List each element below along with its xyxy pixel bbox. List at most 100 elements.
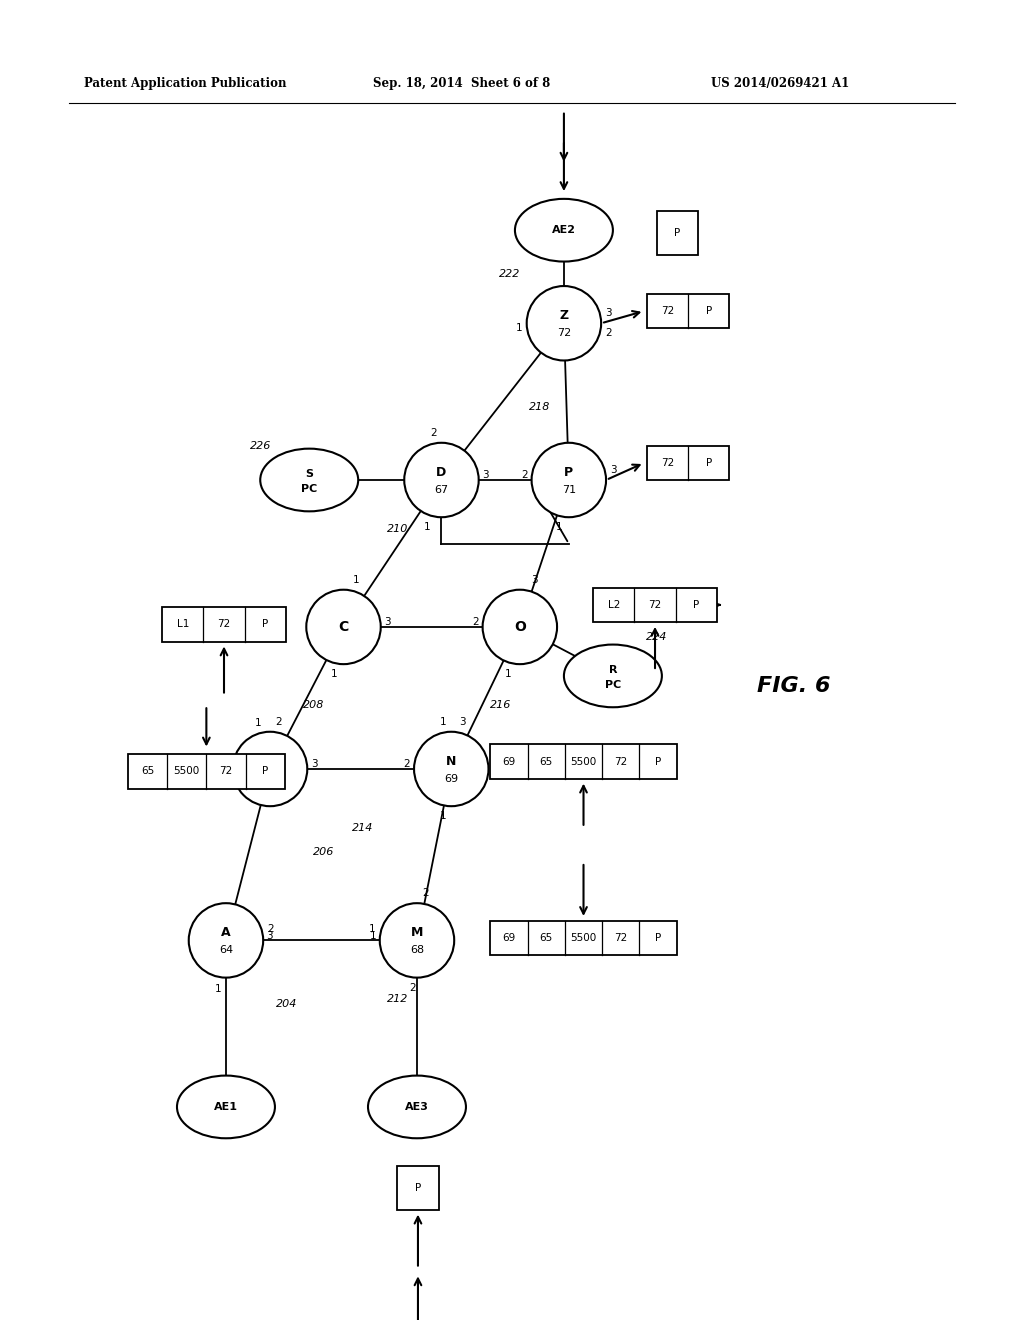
Text: 72: 72	[648, 599, 662, 610]
Text: 68: 68	[410, 945, 424, 956]
Text: 1: 1	[255, 718, 261, 727]
Text: AE3: AE3	[406, 1102, 429, 1111]
Text: P: P	[262, 619, 268, 630]
Text: 1: 1	[215, 983, 221, 994]
Text: 206: 206	[313, 847, 335, 857]
Text: 5500: 5500	[570, 933, 597, 942]
Text: 72: 72	[614, 756, 628, 767]
Text: 3: 3	[266, 931, 272, 941]
Text: 204: 204	[276, 999, 297, 1008]
Ellipse shape	[515, 199, 613, 261]
Text: 1: 1	[516, 323, 523, 333]
Text: 72: 72	[219, 767, 232, 776]
Text: 3: 3	[311, 759, 317, 770]
Text: US 2014/0269421 A1: US 2014/0269421 A1	[711, 77, 849, 90]
Circle shape	[380, 903, 455, 978]
Text: Z: Z	[559, 309, 568, 322]
Circle shape	[232, 731, 307, 807]
Text: 72: 72	[614, 933, 628, 942]
Text: AE2: AE2	[552, 226, 575, 235]
Circle shape	[526, 286, 601, 360]
Text: O: O	[514, 620, 525, 634]
Text: 1: 1	[556, 523, 562, 532]
Text: 67: 67	[434, 484, 449, 495]
Text: 2: 2	[605, 329, 611, 338]
Bar	[657, 211, 698, 255]
Bar	[490, 921, 677, 956]
Text: P: P	[415, 1183, 421, 1193]
Text: 69: 69	[444, 774, 459, 784]
Bar	[593, 587, 717, 622]
Text: AE1: AE1	[214, 1102, 238, 1111]
Text: 3: 3	[531, 574, 539, 585]
Text: 2: 2	[267, 924, 273, 933]
Bar	[647, 446, 729, 480]
Text: 1: 1	[370, 924, 376, 933]
Text: 69: 69	[503, 933, 516, 942]
Text: N: N	[446, 755, 457, 768]
Text: 214: 214	[352, 822, 374, 833]
Text: 2: 2	[521, 470, 527, 480]
Text: 72: 72	[217, 619, 230, 630]
Text: PC: PC	[605, 680, 621, 690]
Text: 222: 222	[500, 269, 521, 280]
Bar	[647, 294, 729, 329]
Text: 1: 1	[440, 810, 446, 821]
Bar	[128, 754, 285, 788]
Text: 64: 64	[219, 945, 233, 956]
Text: 2: 2	[403, 759, 411, 770]
Text: 208: 208	[303, 701, 325, 710]
Text: 1: 1	[331, 669, 337, 678]
Text: P: P	[654, 756, 662, 767]
Circle shape	[414, 731, 488, 807]
Text: 3: 3	[459, 717, 466, 727]
Text: 3: 3	[385, 616, 391, 627]
Text: L1: L1	[177, 619, 189, 630]
Text: 3: 3	[605, 309, 611, 318]
Text: 5500: 5500	[174, 767, 200, 776]
Ellipse shape	[564, 644, 662, 708]
Text: S: S	[305, 469, 313, 479]
Text: 2: 2	[472, 616, 478, 627]
Text: 65: 65	[540, 933, 553, 942]
Text: 72: 72	[662, 458, 675, 467]
Text: P: P	[706, 458, 712, 467]
Text: 3: 3	[482, 470, 489, 480]
Ellipse shape	[368, 1076, 466, 1138]
Text: P: P	[564, 466, 573, 479]
Text: 2: 2	[409, 982, 416, 993]
Text: 218: 218	[528, 401, 550, 412]
Text: 2: 2	[274, 717, 282, 727]
Text: 1: 1	[424, 523, 430, 532]
Circle shape	[482, 590, 557, 664]
Text: 3: 3	[610, 465, 616, 475]
Ellipse shape	[177, 1076, 274, 1138]
Text: 224: 224	[646, 632, 668, 642]
Text: 5500: 5500	[570, 756, 597, 767]
Text: C: C	[338, 620, 348, 634]
Text: P: P	[675, 227, 681, 238]
Text: 216: 216	[489, 701, 511, 710]
Text: 1: 1	[371, 931, 377, 941]
Text: 2: 2	[422, 888, 428, 899]
Circle shape	[306, 590, 381, 664]
Text: 1: 1	[353, 574, 359, 585]
Text: Patent Application Publication: Patent Application Publication	[84, 77, 287, 90]
Text: R: R	[608, 665, 617, 675]
Text: P: P	[706, 306, 712, 315]
Bar	[397, 1166, 438, 1210]
Text: A: A	[221, 927, 230, 939]
Text: 226: 226	[250, 441, 271, 450]
Text: 65: 65	[540, 756, 553, 767]
Circle shape	[531, 442, 606, 517]
Text: B: B	[265, 755, 274, 768]
Text: 1: 1	[505, 669, 511, 678]
Text: 72: 72	[662, 306, 675, 315]
Text: M: M	[411, 927, 423, 939]
Text: PC: PC	[301, 484, 317, 494]
Bar	[162, 607, 286, 642]
Text: 65: 65	[141, 767, 155, 776]
Text: FIG. 6: FIG. 6	[758, 676, 830, 696]
Ellipse shape	[260, 449, 358, 511]
Text: P: P	[654, 933, 662, 942]
